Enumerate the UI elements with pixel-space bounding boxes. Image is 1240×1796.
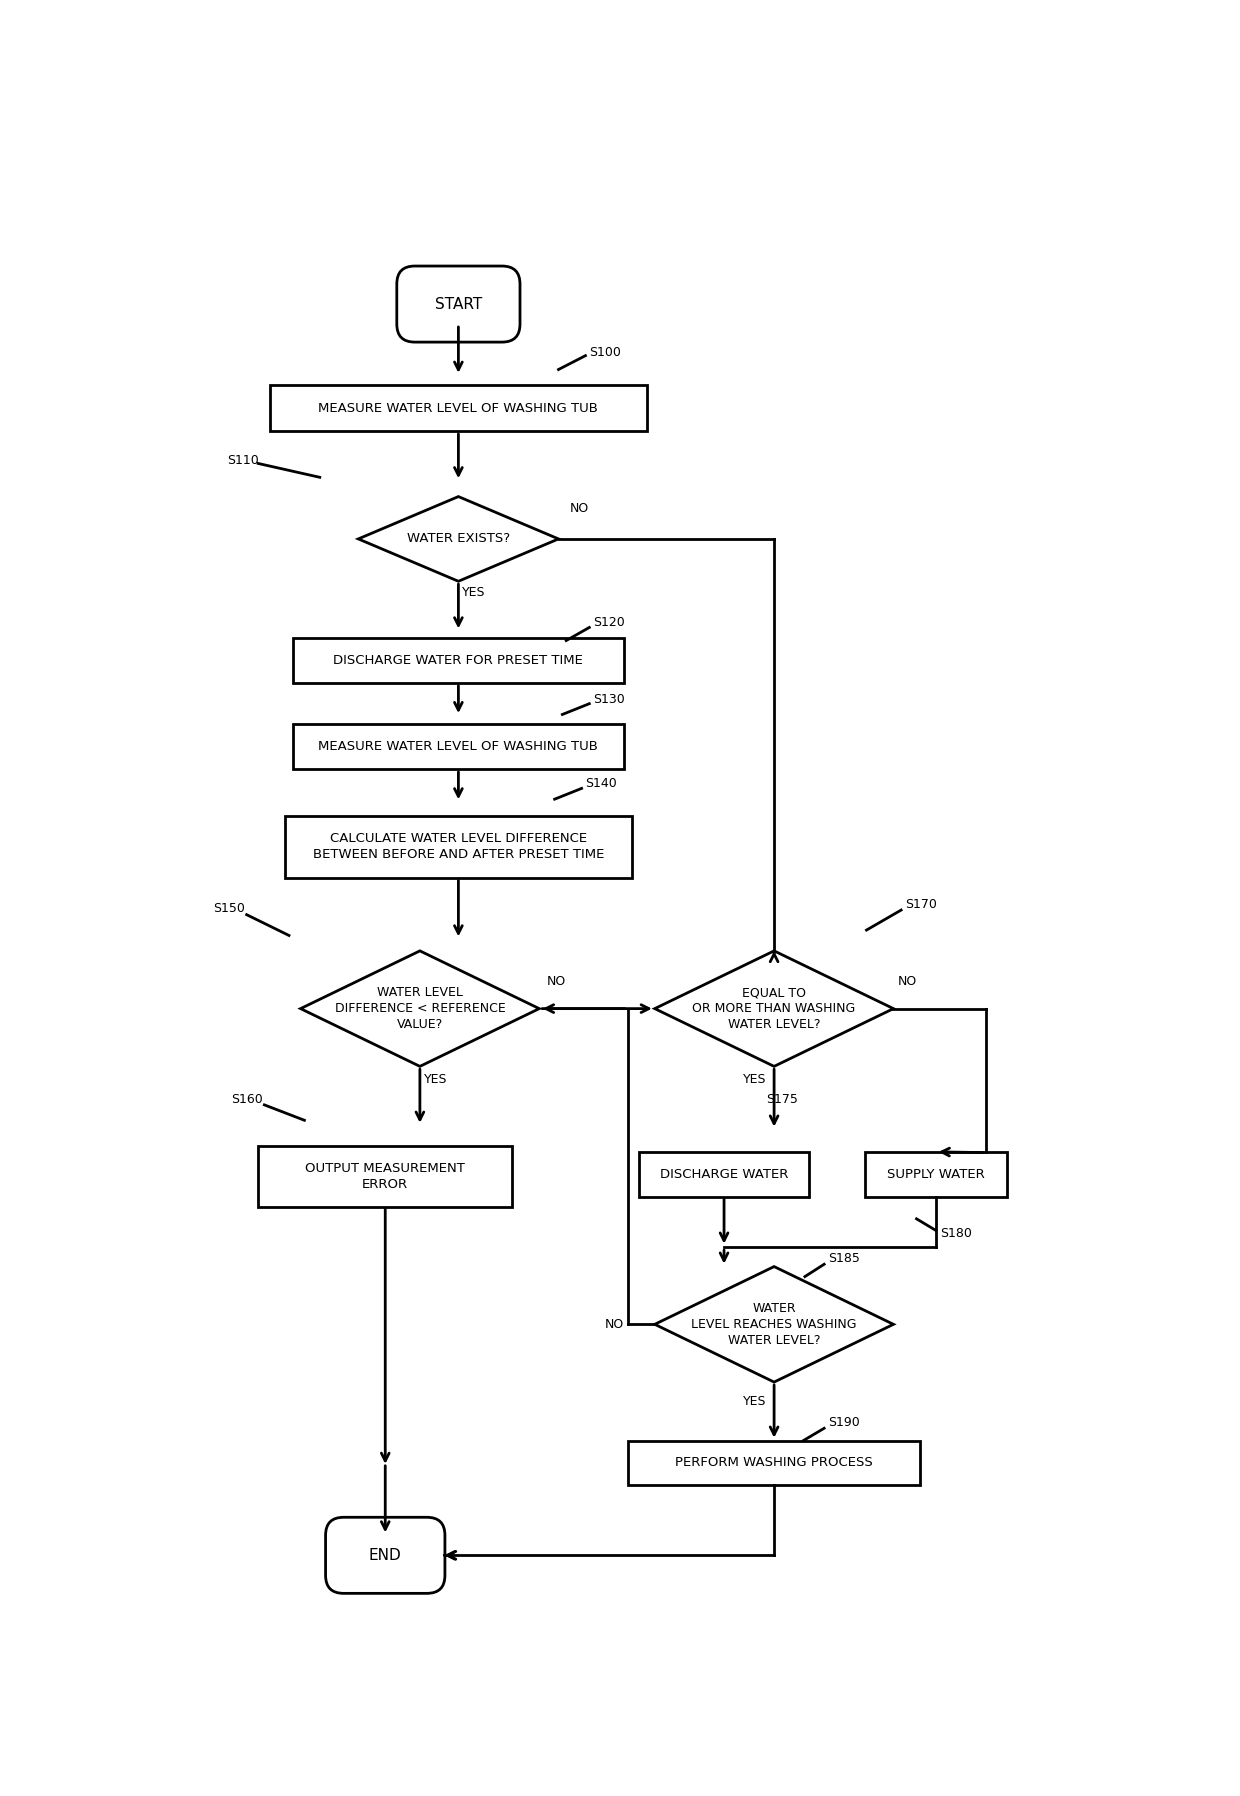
Text: MEASURE WATER LEVEL OF WASHING TUB: MEASURE WATER LEVEL OF WASHING TUB [319,740,599,753]
Polygon shape [655,950,894,1067]
Text: WATER
LEVEL REACHES WASHING
WATER LEVEL?: WATER LEVEL REACHES WASHING WATER LEVEL? [692,1302,857,1347]
Text: S185: S185 [828,1252,859,1266]
Text: NO: NO [605,1318,624,1331]
Bar [864,1151,1007,1196]
Text: WATER EXISTS?: WATER EXISTS? [407,532,510,546]
Text: MEASURE WATER LEVEL OF WASHING TUB: MEASURE WATER LEVEL OF WASHING TUB [319,402,599,415]
Text: S160: S160 [231,1094,263,1106]
Text: YES: YES [424,1072,448,1087]
Text: S140: S140 [585,778,618,790]
Text: S110: S110 [227,454,259,467]
Text: START: START [435,296,482,311]
Text: YES: YES [743,1072,766,1087]
Text: S175: S175 [766,1094,799,1106]
Text: EQUAL TO
OR MORE THAN WASHING
WATER LEVEL?: EQUAL TO OR MORE THAN WASHING WATER LEVE… [692,986,856,1031]
Text: OUTPUT MEASUREMENT
ERROR: OUTPUT MEASUREMENT ERROR [305,1162,465,1191]
Text: S100: S100 [589,347,621,359]
Text: NO: NO [547,975,567,988]
Text: S180: S180 [940,1227,971,1239]
Bar [627,1440,920,1485]
Polygon shape [655,1266,894,1383]
Text: NO: NO [570,501,589,515]
Bar [285,815,631,878]
Text: YES: YES [743,1395,766,1408]
Polygon shape [358,496,558,582]
Text: S170: S170 [905,898,937,911]
Bar [270,384,647,431]
Polygon shape [300,950,539,1067]
Text: YES: YES [463,585,486,600]
Bar [293,724,624,769]
Text: WATER LEVEL
DIFFERENCE < REFERENCE
VALUE?: WATER LEVEL DIFFERENCE < REFERENCE VALUE… [335,986,505,1031]
Text: DISCHARGE WATER FOR PRESET TIME: DISCHARGE WATER FOR PRESET TIME [334,654,583,666]
FancyBboxPatch shape [326,1518,445,1593]
Text: PERFORM WASHING PROCESS: PERFORM WASHING PROCESS [676,1457,873,1469]
Bar [640,1151,808,1196]
Text: S150: S150 [213,902,246,914]
FancyBboxPatch shape [397,266,520,341]
Text: S120: S120 [593,616,625,629]
Text: DISCHARGE WATER: DISCHARGE WATER [660,1167,789,1180]
Text: END: END [368,1548,402,1563]
Text: S190: S190 [828,1417,859,1430]
Text: NO: NO [898,975,916,988]
Text: SUPPLY WATER: SUPPLY WATER [887,1167,985,1180]
Bar [258,1146,512,1207]
Text: CALCULATE WATER LEVEL DIFFERENCE
BETWEEN BEFORE AND AFTER PRESET TIME: CALCULATE WATER LEVEL DIFFERENCE BETWEEN… [312,832,604,862]
Bar [293,638,624,682]
Text: S130: S130 [593,693,625,706]
